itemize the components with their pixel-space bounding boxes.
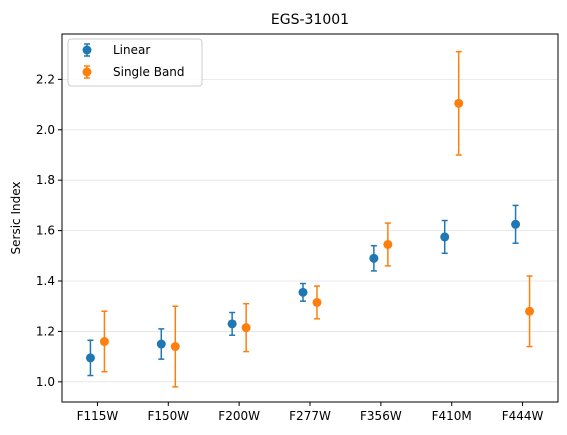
legend-label-linear: Linear xyxy=(113,43,150,57)
point-linear-f356w xyxy=(369,253,379,263)
y-tick-label-6: 2.2 xyxy=(36,72,55,86)
point-linear-f410m xyxy=(440,232,450,242)
x-tick-label-f444w: F444W xyxy=(502,409,544,423)
x-tick-label-f200w: F200W xyxy=(218,409,260,423)
x-tick-label-f115w: F115W xyxy=(77,409,119,423)
point-linear-f150w xyxy=(156,339,166,349)
chart-title: EGS-31001 xyxy=(271,12,349,28)
y-tick-label-3: 1.6 xyxy=(36,224,55,238)
y-tick-label-2: 1.4 xyxy=(36,274,55,288)
y-axis-label: Sersic Index xyxy=(9,182,23,255)
legend: Linear Single Band xyxy=(67,38,203,87)
y-tick-label-1: 1.2 xyxy=(36,324,55,338)
y-tick-label-4: 1.8 xyxy=(36,173,55,187)
point-single-band-f115w xyxy=(99,337,109,347)
x-tick-label-f356w: F356W xyxy=(360,409,402,423)
x-tick-label-f277w: F277W xyxy=(289,409,331,423)
point-single-band-f150w xyxy=(170,342,180,352)
point-linear-f115w xyxy=(85,353,95,363)
point-linear-f200w xyxy=(227,319,237,329)
point-single-band-f410m xyxy=(454,98,464,108)
point-single-band-f277w xyxy=(312,297,322,307)
y-tick-label-5: 2.0 xyxy=(36,123,55,137)
point-linear-f277w xyxy=(298,287,308,297)
data-marks xyxy=(85,50,535,388)
x-axis: F115W F150W F200W F277W F356W F410M F444W xyxy=(77,402,544,423)
legend-frame xyxy=(67,38,203,87)
legend-marker-single-band xyxy=(82,67,92,77)
x-tick-label-f410m: F410M xyxy=(432,409,472,423)
point-single-band-f200w xyxy=(241,323,251,333)
y-tick-label-0: 1.0 xyxy=(36,375,55,389)
legend-label-single-band: Single Band xyxy=(113,65,185,79)
point-single-band-f356w xyxy=(383,239,393,249)
point-single-band-f444w xyxy=(525,306,535,316)
grid xyxy=(62,78,558,383)
legend-marker-linear xyxy=(82,45,92,55)
point-linear-f444w xyxy=(511,219,521,229)
y-axis: 1.0 1.2 1.4 1.6 1.8 2.0 2.2 xyxy=(36,72,62,389)
x-tick-label-f150w: F150W xyxy=(147,409,189,423)
